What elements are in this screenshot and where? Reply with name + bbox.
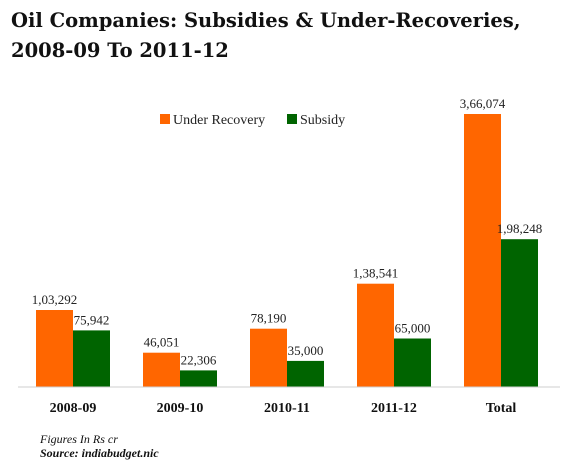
bar-subsidy-2011-12 [394, 338, 431, 387]
bar-under-recovery-2009-10 [143, 352, 180, 387]
x-tick-label-2010-11: 2010-11 [264, 401, 310, 416]
data-label-subsidy-2009-10: 22,306 [181, 352, 217, 367]
data-label-subsidy-2008-09: 75,942 [74, 312, 110, 327]
bar-under-recovery-2011-12 [357, 283, 394, 387]
data-label-under-recovery-2008-09: 1,03,292 [32, 292, 78, 307]
data-label-subsidy-2010-11: 35,000 [288, 343, 324, 358]
bar-subsidy-2008-09 [73, 330, 110, 387]
data-label-subsidy-total: 1,98,248 [497, 221, 543, 236]
source-note: Source: indiabudget.nic [40, 446, 159, 460]
bar-under-recovery-2008-09 [36, 310, 73, 387]
x-tick-label-2008-09: 2008-09 [50, 401, 97, 416]
x-tick-label-2011-12: 2011-12 [371, 401, 417, 416]
data-label-subsidy-2011-12: 65,000 [395, 321, 431, 336]
bar-under-recovery-total [464, 114, 501, 387]
x-tick-label-2009-10: 2009-10 [157, 401, 204, 416]
bar-subsidy-total [501, 239, 538, 387]
footnote: Figures In Rs cr Source: indiabudget.nic [40, 432, 159, 460]
legend: Under Recovery Subsidy [160, 113, 345, 128]
units-note: Figures In Rs cr [40, 432, 118, 446]
legend-swatch-subsidy [287, 114, 297, 124]
bar-subsidy-2009-10 [180, 370, 217, 387]
bar-under-recovery-2010-11 [250, 328, 287, 387]
bar-subsidy-2010-11 [287, 360, 324, 387]
x-tick-label-total: Total [486, 401, 517, 416]
legend-swatch-under-recovery [160, 114, 170, 124]
legend-label-under-recovery: Under Recovery [173, 113, 265, 128]
data-label-under-recovery-total: 3,66,074 [460, 96, 506, 111]
chart-title: Oil Companies: Subsidies & Under-Recover… [11, 9, 521, 62]
data-label-under-recovery-2011-12: 1,38,541 [353, 266, 399, 281]
data-label-under-recovery-2010-11: 78,190 [251, 311, 287, 326]
legend-label-subsidy: Subsidy [300, 113, 345, 128]
data-label-under-recovery-2009-10: 46,051 [144, 335, 180, 350]
